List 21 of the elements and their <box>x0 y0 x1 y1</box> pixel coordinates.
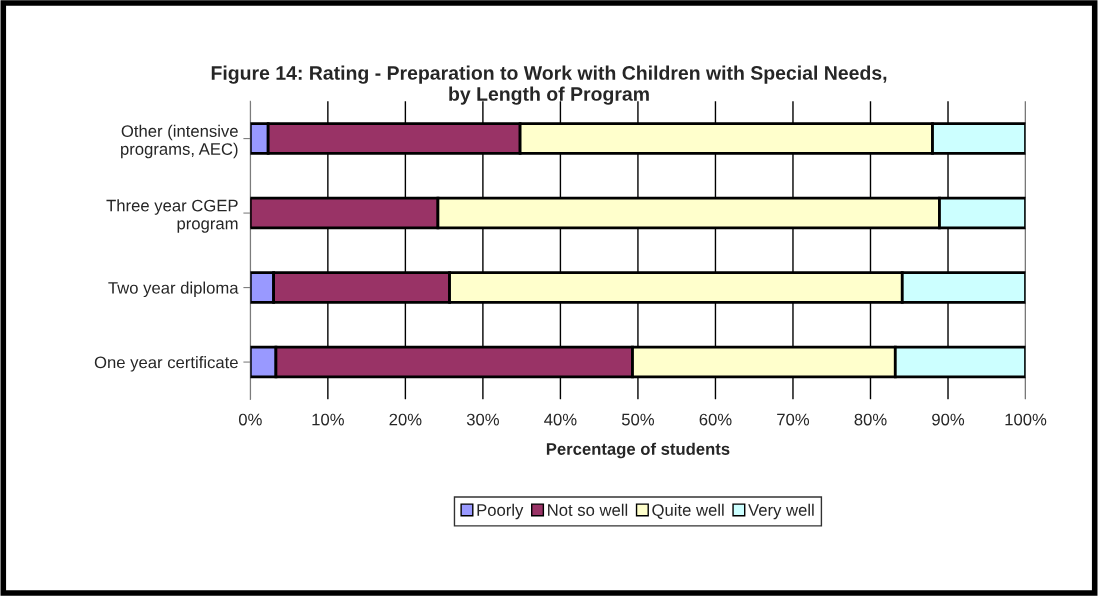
chart-title: Figure 14: Rating - Preparation to Work with Children with Special Needs, by Length of Program <box>211 65 887 105</box>
x-tick-label: 40% <box>544 413 577 426</box>
x-tick-label: 80% <box>854 413 887 426</box>
legend-label: Poorly <box>477 503 524 520</box>
x-tick-label: 20% <box>389 413 422 426</box>
x-tick-label: 90% <box>932 413 965 426</box>
x-tick-label: 70% <box>777 413 810 426</box>
x-tick-label: 30% <box>466 413 499 426</box>
x-axis-title: Percentage of students <box>546 442 730 459</box>
y-tick-label: One year certificate <box>94 356 238 372</box>
legend-label: Not so well <box>548 503 628 516</box>
legend-label: Quite well <box>652 503 724 519</box>
x-tick-label: 0% <box>238 413 262 426</box>
legend-label: Very well <box>748 503 814 520</box>
x-tick-label: 10% <box>312 413 344 426</box>
y-tick-label: Other (intensive programs, AEC) <box>121 124 238 159</box>
x-tick-label: 100% <box>1005 413 1047 426</box>
x-tick-label: 50% <box>621 413 655 426</box>
y-tick-label: Two year diploma <box>108 281 239 298</box>
x-tick-label: 60% <box>699 413 732 426</box>
y-tick-label: Three year CGEP program <box>106 199 238 233</box>
